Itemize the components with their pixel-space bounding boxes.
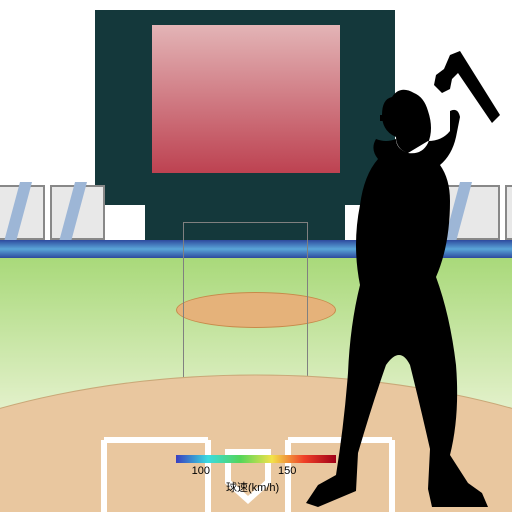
legend-tick-2: 150 [278,465,296,477]
baseball-scene: 100 150 球速(km/h) [0,0,512,512]
batter-silhouette [300,45,510,512]
legend-label: 球速(km/h) [226,479,279,495]
legend-tick-1: 100 [192,465,210,477]
